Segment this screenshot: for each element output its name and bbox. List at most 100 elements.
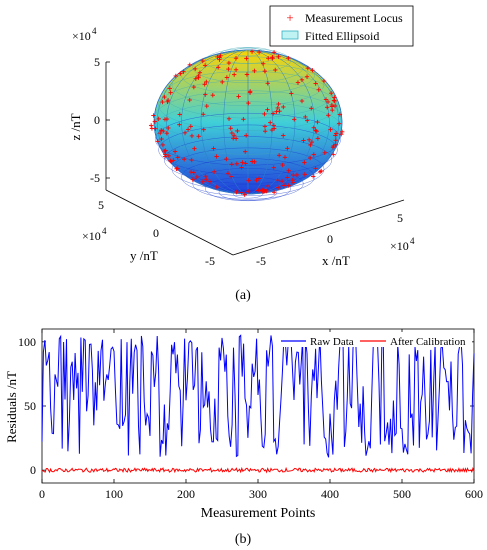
ellipsoid-latitude-line (192, 51, 304, 83)
locus-marker (204, 103, 209, 109)
locus-marker (277, 108, 282, 114)
locus-marker (244, 72, 250, 77)
locus-marker (299, 77, 305, 83)
locus-marker (324, 105, 330, 110)
locus-marker (226, 116, 232, 122)
locus-marker (166, 125, 171, 131)
y-axis-label: Residuals /nT (4, 371, 19, 443)
locus-marker (231, 72, 237, 77)
locus-marker (210, 92, 216, 98)
locus-marker (224, 75, 230, 80)
locus-marker (302, 160, 307, 165)
locus-marker (200, 112, 206, 117)
locus-marker (264, 188, 269, 194)
locus-marker (177, 122, 182, 127)
locus-marker (333, 131, 339, 136)
x-axis-label: Measurement Points (201, 506, 316, 521)
locus-marker (308, 142, 313, 148)
locus-marker (167, 86, 173, 91)
ellipsoid-latitude-line (171, 63, 325, 107)
locus-marker (229, 130, 235, 136)
locus-marker (160, 99, 165, 105)
locus-marker (174, 166, 179, 171)
x-tick-label: 0 (327, 232, 333, 246)
ellipsoid-latitude-line (205, 176, 291, 202)
locus-marker (203, 92, 208, 97)
locus-marker (226, 60, 232, 66)
y-tick-label: 50 (24, 399, 36, 413)
locus-marker (200, 179, 206, 184)
locus-marker (162, 94, 167, 100)
locus-marker (217, 57, 222, 62)
locus-marker (173, 73, 178, 79)
locus-marker (294, 172, 300, 178)
locus-marker (265, 81, 270, 86)
locus-marker (152, 119, 158, 124)
x-tick-label: 100 (105, 487, 123, 501)
locus-marker (286, 183, 291, 188)
locus-marker (305, 65, 311, 71)
panel-a-3d-plot: 5 0 -5 ×10 4 z /nT 5 0 -5 ×10 4 y /nT -5… (68, 5, 415, 303)
locus-marker (155, 139, 160, 144)
locus-marker (215, 65, 221, 70)
locus-marker (301, 138, 306, 143)
locus-marker (332, 95, 337, 100)
locus-marker (192, 66, 198, 72)
locus-marker (275, 177, 280, 183)
locus-marker (310, 174, 316, 179)
z-tick-label: -5 (90, 171, 100, 185)
panel-b-legend: Raw Data After Calibration (278, 332, 472, 348)
locus-marker (188, 169, 194, 175)
locus-marker (306, 137, 312, 142)
legend-locus-label: Measurement Locus (305, 11, 403, 25)
ellipsoid-latitude-line (218, 183, 278, 201)
locus-marker (189, 157, 194, 163)
locus-marker (323, 97, 329, 102)
legend-cal-label: After Calibration (390, 336, 466, 348)
locus-marker (165, 99, 170, 104)
z-axis-multiplier-base: ×10 (72, 29, 91, 43)
locus-marker (269, 127, 275, 133)
locus-marker (168, 90, 173, 95)
legend-ellipsoid-swatch (281, 30, 299, 40)
locus-marker (249, 49, 255, 54)
locus-marker (197, 70, 203, 75)
locus-marker (225, 171, 231, 176)
ellipsoid-latitude-line (181, 158, 315, 196)
locus-marker (153, 126, 158, 131)
locus-marker (310, 68, 315, 73)
locus-marker (328, 127, 333, 132)
locus-marker (315, 119, 320, 125)
x-tick-label: 500 (393, 487, 411, 501)
locus-marker (339, 132, 344, 137)
locus-marker (307, 155, 313, 161)
locus-marker (337, 112, 343, 117)
locus-marker (233, 67, 239, 72)
locus-marker (201, 127, 206, 132)
locus-marker (214, 154, 219, 159)
locus-marker (336, 121, 342, 126)
locus-marker (224, 156, 229, 162)
locus-marker (161, 128, 166, 134)
locus-marker (291, 172, 296, 178)
locus-marker (228, 126, 233, 131)
x-axis-multiplier-exponent: 4 (410, 236, 415, 246)
locus-marker (271, 126, 277, 131)
locus-marker (231, 133, 237, 138)
locus-marker (175, 155, 180, 160)
ellipsoid-latitude-line (158, 124, 338, 176)
locus-marker (281, 104, 286, 110)
locus-marker (228, 174, 234, 179)
locus-marker (200, 58, 206, 64)
ellipsoid-latitude-line (158, 80, 338, 131)
locus-marker (332, 103, 338, 109)
y-axis-multiplier-base: ×10 (82, 229, 101, 243)
locus-marker (254, 177, 259, 183)
y-axis-multiplier-exponent: 4 (102, 226, 107, 236)
y-tick-label: 100 (18, 335, 36, 349)
locus-marker (164, 116, 170, 122)
measurement-locus-markers (148, 49, 345, 197)
locus-marker (290, 178, 295, 183)
x-tick-label: 400 (321, 487, 339, 501)
locus-marker (271, 190, 277, 195)
